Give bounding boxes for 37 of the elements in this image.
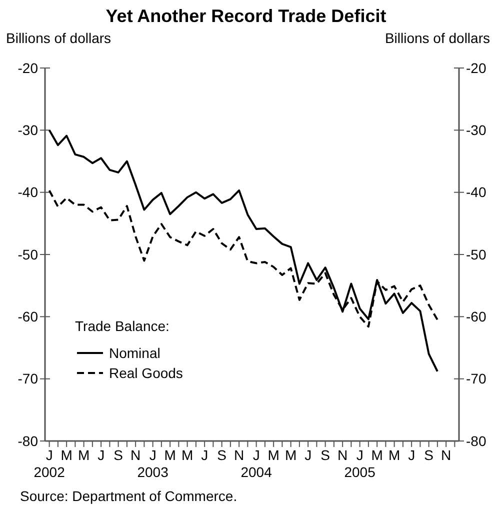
y-tick-label: -30 (18, 122, 38, 138)
x-tick-label: S (217, 447, 226, 463)
y2-tick-label: -50 (466, 246, 486, 262)
x-tick-label: J (201, 447, 208, 463)
y2-tick-label: -70 (466, 370, 486, 387)
y-tick-label: -50 (18, 246, 38, 262)
y2-tick-label: -20 (466, 60, 486, 76)
x-tick-label: S (114, 447, 123, 463)
y-tick-label: -20 (18, 60, 38, 76)
y2-tick-label: -40 (466, 184, 486, 200)
x-tick-label: N (234, 447, 244, 463)
y-tick-label: -70 (18, 370, 38, 387)
x-tick-label: M (78, 447, 90, 463)
x-tick-label: N (338, 447, 348, 463)
legend-title: Trade Balance: (75, 318, 170, 334)
x-tick-label: J (304, 447, 312, 463)
chart-title: Yet Another Record Trade Deficit (106, 6, 386, 26)
legend-label: Real Goods (109, 364, 183, 381)
y2-tick-label: -30 (466, 122, 486, 138)
x-tick-label: J (98, 447, 105, 463)
source-note: Source: Department of Commerce. (20, 488, 238, 504)
y-axis-title: Billions of dollars (6, 30, 112, 46)
y-tick-label: -40 (18, 184, 38, 200)
y2-tick-label: -80 (466, 432, 486, 449)
x-tick-label: M (284, 447, 297, 463)
y2-tick-label: -60 (466, 308, 486, 325)
x-tick-label: J (408, 447, 416, 463)
x-tick-label: N (441, 447, 452, 463)
y-tick-label: -80 (18, 432, 38, 449)
y2-axis-title: Billions of dollars (384, 30, 490, 46)
x-tick-label: S (424, 447, 434, 463)
x-tick-label: M (181, 447, 194, 463)
x-tick-label: S (320, 447, 330, 463)
x-tick-label: M (388, 447, 400, 463)
x-tick-label: N (130, 447, 141, 463)
y-tick-label: -60 (18, 308, 38, 325)
legend-label: Nominal (109, 344, 160, 361)
